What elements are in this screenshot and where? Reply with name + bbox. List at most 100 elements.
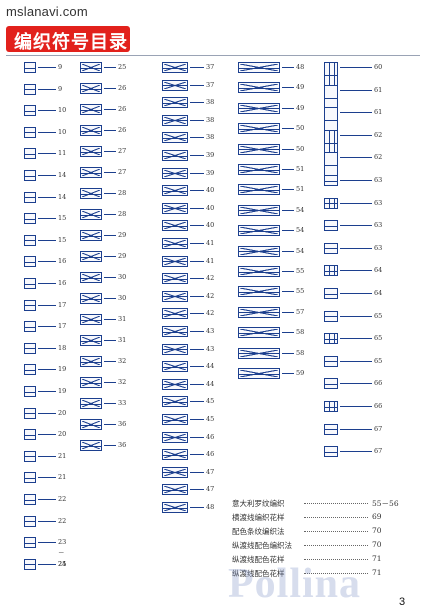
legend-dots xyxy=(304,503,368,504)
knitting-symbol-icon xyxy=(24,299,36,311)
leader-line xyxy=(282,271,294,272)
knitting-symbol-icon xyxy=(162,62,188,73)
knitting-symbol-icon xyxy=(162,273,188,285)
knitting-symbol-icon xyxy=(238,368,280,379)
knitting-symbol-icon xyxy=(324,265,338,277)
knitting-symbol-icon xyxy=(162,502,188,513)
leader-line xyxy=(190,471,204,473)
leader-line xyxy=(190,295,204,297)
page-ref: 58 xyxy=(296,328,305,337)
page-ref: 10 xyxy=(58,106,67,115)
leader-line xyxy=(282,148,294,150)
page-ref: 31 xyxy=(118,336,127,344)
page-ref: 51 xyxy=(296,165,305,173)
legend-dots xyxy=(304,545,368,546)
page-ref: 25 xyxy=(118,63,127,71)
leader-line xyxy=(282,67,294,68)
knitting-symbol-icon xyxy=(24,256,36,268)
page-ref: 62 xyxy=(374,153,383,162)
knitting-symbol-icon xyxy=(24,537,36,549)
knitting-symbol-icon xyxy=(24,321,36,333)
page-ref: 49 xyxy=(296,83,305,92)
knitting-symbol-icon xyxy=(24,213,36,225)
page-ref: 38 xyxy=(206,98,215,107)
page-title: 编织符号目录 xyxy=(14,32,128,53)
page-ref: 54 xyxy=(296,226,305,235)
page-ref: 38 xyxy=(206,115,215,124)
knitting-symbol-icon xyxy=(80,251,102,262)
page-ref: 33 xyxy=(118,399,127,407)
knitting-symbol-icon xyxy=(80,62,102,73)
leader-line xyxy=(282,352,294,354)
leader-line xyxy=(340,451,372,453)
page-ref: 19 xyxy=(58,387,67,395)
page-ref: 40 xyxy=(206,186,215,195)
page-ref: 31 xyxy=(118,315,127,323)
leader-line xyxy=(282,230,294,232)
legend-label: 纵渡线配色花样 xyxy=(232,569,285,578)
knitting-symbol-icon xyxy=(238,245,280,257)
page-ref: 55 xyxy=(296,287,305,296)
leader-line xyxy=(190,489,204,491)
knitting-symbol-icon xyxy=(80,146,102,157)
leader-line xyxy=(104,424,116,425)
leader-line xyxy=(104,172,116,173)
leader-line xyxy=(190,419,204,420)
leader-line xyxy=(340,338,372,340)
page-ref: 16 xyxy=(58,279,67,287)
leader-line xyxy=(190,260,204,262)
knitting-symbol-icon xyxy=(80,104,102,115)
knitting-symbol-icon xyxy=(324,175,338,186)
legend-label: 纵渡线配色花样 xyxy=(232,555,285,564)
leader-line xyxy=(282,332,294,334)
leader-line xyxy=(190,84,204,86)
leader-line xyxy=(104,88,116,89)
knitting-symbol-icon xyxy=(24,342,36,354)
leader-line xyxy=(38,412,56,414)
leader-line xyxy=(104,277,116,278)
page-ref: 45 xyxy=(206,397,215,406)
leader-line xyxy=(190,190,204,192)
page-ref: 29 xyxy=(118,231,127,239)
knitting-symbol-icon xyxy=(324,378,338,390)
knitting-symbol-icon xyxy=(162,132,188,144)
knitting-symbol-icon xyxy=(162,290,188,302)
leader-line xyxy=(190,366,204,368)
knitting-symbol-icon xyxy=(162,431,188,443)
page-ref: 32 xyxy=(118,357,127,365)
page-ref: 62 xyxy=(374,130,383,139)
leader-line xyxy=(190,383,204,385)
legend-page: 71 xyxy=(372,568,382,577)
page-ref: 36 xyxy=(118,441,127,449)
page-ref: 51 xyxy=(296,185,305,194)
leader-line xyxy=(38,304,56,306)
leader-line xyxy=(340,293,372,294)
page-ref: 40 xyxy=(206,203,215,212)
leader-line xyxy=(104,130,116,131)
knitting-symbol-icon xyxy=(162,326,188,337)
page-ref: 46 xyxy=(206,432,215,441)
page-ref: 21 xyxy=(58,473,67,482)
page-number: 3 xyxy=(399,596,406,608)
page-ref: 42 xyxy=(206,291,215,300)
knitting-symbol-icon xyxy=(324,288,338,299)
knitting-symbol-icon xyxy=(162,308,188,320)
page-ref: 37 xyxy=(206,80,215,89)
leader-line xyxy=(340,67,372,68)
legend-page: 69 xyxy=(372,512,382,521)
knitting-symbol-icon xyxy=(162,466,188,478)
page-ref: 25 xyxy=(58,559,67,568)
knitting-symbol-icon xyxy=(80,272,102,283)
knitting-symbol-icon xyxy=(162,220,188,232)
page-ref: 42 xyxy=(206,274,215,283)
knitting-symbol-icon xyxy=(238,286,280,298)
leader-line xyxy=(340,202,372,204)
page-ref: 63 xyxy=(374,221,383,230)
knitting-symbol-icon xyxy=(80,398,102,409)
knitting-symbol-icon xyxy=(238,82,280,94)
knitting-symbol-icon xyxy=(80,377,102,388)
knitting-symbol-icon xyxy=(238,204,280,216)
knitting-symbol-icon xyxy=(80,419,102,430)
leader-line xyxy=(104,67,116,68)
leader-line xyxy=(190,401,204,403)
